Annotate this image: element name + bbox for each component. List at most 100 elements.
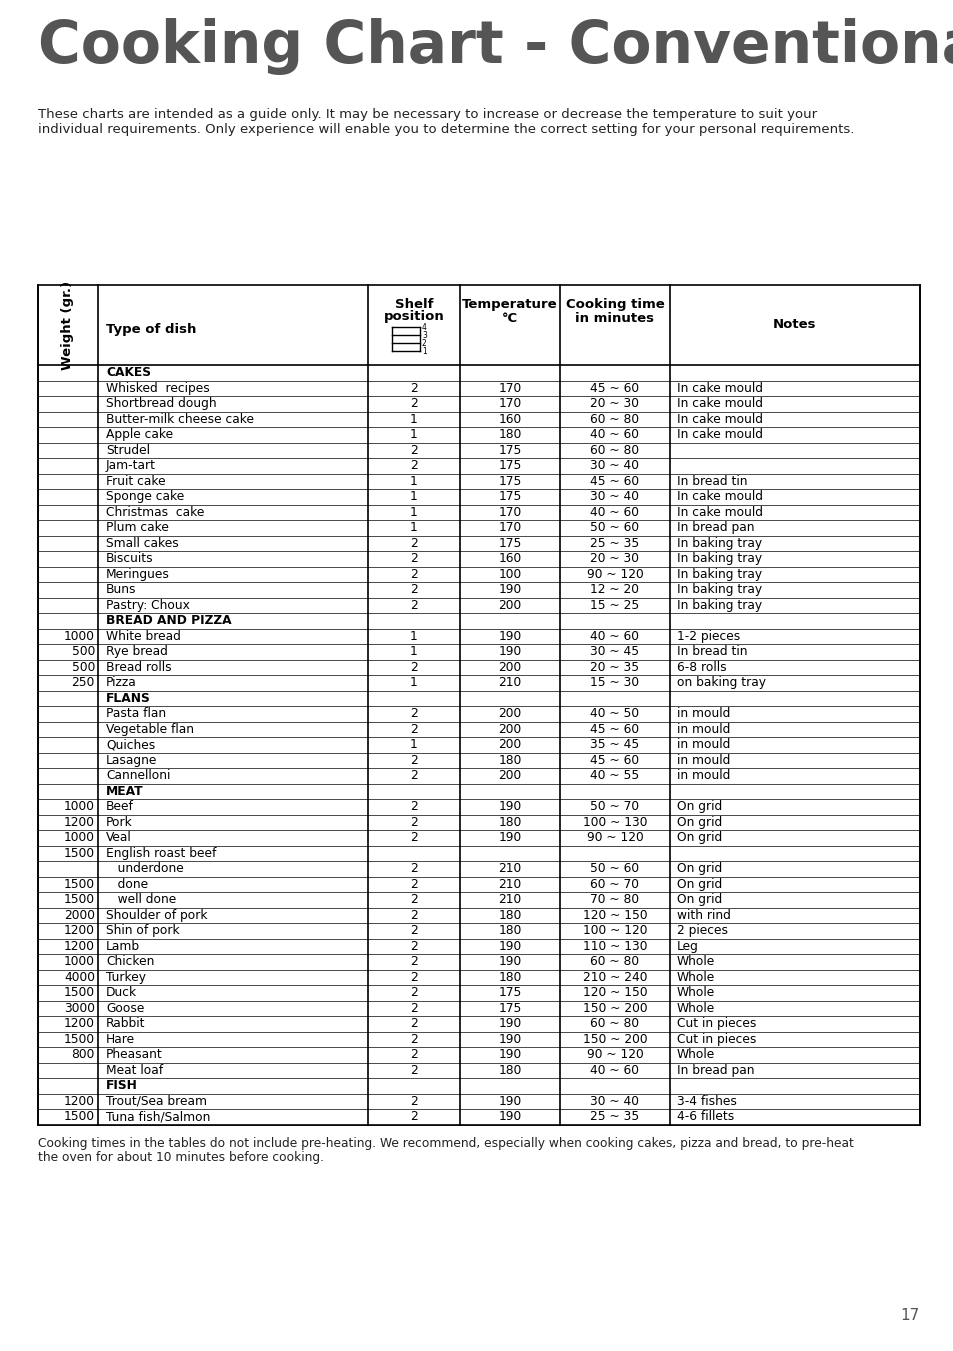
Text: 30 ~ 45: 30 ~ 45 [590, 646, 639, 658]
Text: 190: 190 [497, 940, 521, 952]
Text: Pork: Pork [106, 816, 132, 828]
Text: 1: 1 [410, 738, 417, 751]
Text: 2: 2 [410, 1032, 417, 1046]
Text: 2: 2 [410, 878, 417, 890]
Text: Strudel: Strudel [106, 443, 150, 457]
Text: position: position [383, 309, 444, 323]
Text: 170: 170 [497, 397, 521, 411]
Text: 170: 170 [497, 505, 521, 519]
Bar [38, 285, 919, 1124]
Text: Pasta flan: Pasta flan [106, 708, 166, 720]
Text: Christmas  cake: Christmas cake [106, 505, 204, 519]
Text: These charts are intended as a guide only. It may be necessary to increase or de: These charts are intended as a guide onl… [38, 108, 817, 122]
Text: Hare: Hare [106, 1032, 135, 1046]
Text: 2: 2 [410, 397, 417, 411]
Text: 2: 2 [410, 584, 417, 596]
Text: Shoulder of pork: Shoulder of pork [106, 909, 208, 921]
Text: 40 ~ 50: 40 ~ 50 [590, 708, 639, 720]
Text: 1: 1 [410, 646, 417, 658]
Text: 2: 2 [410, 831, 417, 844]
Text: Cooking times in the tables do not include pre-heating. We recommend, especially: Cooking times in the tables do not inclu… [38, 1136, 853, 1150]
Text: on baking tray: on baking tray [677, 677, 765, 689]
Text: 1: 1 [421, 346, 426, 355]
Text: Fruit cake: Fruit cake [106, 474, 166, 488]
Text: 180: 180 [497, 1063, 521, 1077]
Text: Meat loaf: Meat loaf [106, 1063, 163, 1077]
Text: Shelf: Shelf [395, 299, 433, 311]
Text: 1500: 1500 [64, 1032, 95, 1046]
Text: 210: 210 [497, 677, 521, 689]
Text: Leg: Leg [677, 940, 699, 952]
Text: In baking tray: In baking tray [677, 536, 761, 550]
Text: in mould: in mould [677, 738, 730, 751]
Text: 190: 190 [497, 1094, 521, 1108]
Text: Trout/Sea bream: Trout/Sea bream [106, 1094, 207, 1108]
Text: 17: 17 [900, 1308, 919, 1323]
Text: 1: 1 [410, 490, 417, 504]
Text: in mould: in mould [677, 769, 730, 782]
Text: On grid: On grid [677, 816, 721, 828]
Text: In bread tin: In bread tin [677, 474, 747, 488]
Text: 2: 2 [410, 769, 417, 782]
Text: 2: 2 [421, 339, 426, 347]
Text: Biscuits: Biscuits [106, 553, 153, 565]
Text: 2: 2 [410, 1063, 417, 1077]
Text: 1000: 1000 [64, 800, 95, 813]
Text: On grid: On grid [677, 878, 721, 890]
Text: 4-6 fillets: 4-6 fillets [677, 1111, 734, 1123]
Text: 2: 2 [410, 862, 417, 875]
Text: 160: 160 [497, 553, 521, 565]
Text: Type of dish: Type of dish [106, 323, 196, 335]
Text: 3: 3 [421, 331, 426, 339]
Text: 210: 210 [497, 893, 521, 907]
Text: done: done [106, 878, 148, 890]
Text: 160: 160 [497, 413, 521, 426]
Text: 15 ~ 30: 15 ~ 30 [590, 677, 639, 689]
Text: Duck: Duck [106, 986, 137, 1000]
Text: 1500: 1500 [64, 1111, 95, 1123]
Text: CAKES: CAKES [106, 366, 151, 380]
Text: 60 ~ 80: 60 ~ 80 [590, 1017, 639, 1031]
Text: 2: 2 [410, 924, 417, 938]
Text: in mould: in mould [677, 754, 730, 767]
Text: 1: 1 [410, 630, 417, 643]
Text: well done: well done [106, 893, 176, 907]
Text: 210: 210 [497, 862, 521, 875]
Text: 2: 2 [410, 536, 417, 550]
Text: 1: 1 [410, 521, 417, 534]
Text: Tuna fish/Salmon: Tuna fish/Salmon [106, 1111, 211, 1123]
Text: 800: 800 [71, 1048, 95, 1062]
Text: 40 ~ 60: 40 ~ 60 [590, 1063, 639, 1077]
Text: Goose: Goose [106, 1001, 144, 1015]
Text: 180: 180 [497, 924, 521, 938]
Text: 175: 175 [497, 536, 521, 550]
Text: On grid: On grid [677, 893, 721, 907]
Text: 1500: 1500 [64, 986, 95, 1000]
Text: with rind: with rind [677, 909, 730, 921]
Text: 2: 2 [410, 708, 417, 720]
Text: 100: 100 [497, 567, 521, 581]
Text: Pheasant: Pheasant [106, 1048, 163, 1062]
Text: Rabbit: Rabbit [106, 1017, 146, 1031]
Text: 200: 200 [497, 598, 521, 612]
Text: On grid: On grid [677, 862, 721, 875]
Text: 15 ~ 25: 15 ~ 25 [590, 598, 639, 612]
Text: Meringues: Meringues [106, 567, 170, 581]
Text: 2: 2 [410, 909, 417, 921]
Text: 175: 175 [497, 986, 521, 1000]
Text: 200: 200 [497, 723, 521, 736]
Text: In cake mould: In cake mould [677, 490, 762, 504]
Text: On grid: On grid [677, 831, 721, 844]
Text: 190: 190 [497, 646, 521, 658]
Text: 1: 1 [410, 505, 417, 519]
Text: 2: 2 [410, 955, 417, 969]
Text: 2: 2 [410, 1017, 417, 1031]
Text: In cake mould: In cake mould [677, 428, 762, 442]
Text: 2: 2 [410, 598, 417, 612]
Text: 40 ~ 60: 40 ~ 60 [590, 428, 639, 442]
Text: 3-4 fishes: 3-4 fishes [677, 1094, 736, 1108]
Text: 4: 4 [421, 323, 426, 331]
Text: 40 ~ 60: 40 ~ 60 [590, 505, 639, 519]
Text: 1200: 1200 [64, 940, 95, 952]
Text: 40 ~ 55: 40 ~ 55 [590, 769, 639, 782]
